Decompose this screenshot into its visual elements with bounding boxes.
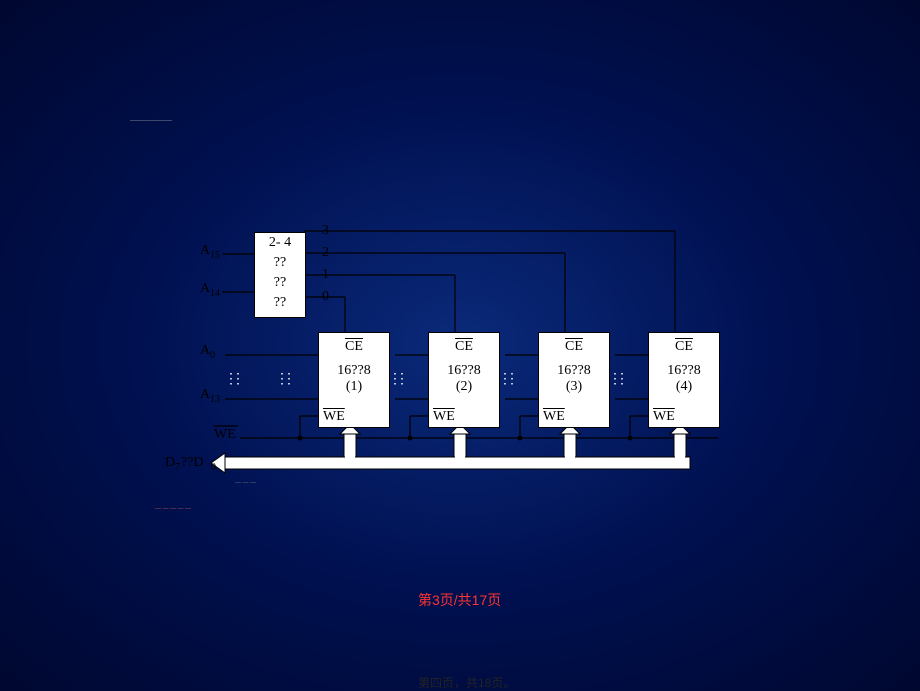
svg-text:⋮: ⋮ bbox=[505, 372, 519, 387]
memory-chip-2: CE16??8(2)WE bbox=[428, 332, 500, 428]
svg-text:D: D bbox=[165, 455, 175, 470]
decoder-box: 2- 4 ?? ?? ?? bbox=[254, 232, 306, 318]
memory-chip-4: CE16??8(4)WE bbox=[648, 332, 720, 428]
svg-text:0: 0 bbox=[210, 350, 215, 361]
svg-text:0: 0 bbox=[211, 462, 216, 473]
page-indicator-2: 第四页，共18页。 bbox=[418, 674, 515, 691]
svg-text:⋮: ⋮ bbox=[231, 372, 245, 387]
memory-chip-1: CE16??8(1)WE bbox=[318, 332, 390, 428]
memory-chip-3: CE16??8(3)WE bbox=[538, 332, 610, 428]
page-indicator-1: 第3页/共17页 bbox=[418, 590, 501, 610]
decoder-line-1: ?? bbox=[255, 253, 305, 273]
svg-text:15: 15 bbox=[210, 250, 220, 261]
decoration-1: ——————— bbox=[130, 118, 172, 124]
decoration-2: — — — — — bbox=[155, 506, 191, 512]
svg-text:14: 14 bbox=[210, 288, 220, 299]
decoration-3: — — — bbox=[235, 480, 256, 486]
decoder-line-0: 2- 4 bbox=[255, 233, 305, 253]
svg-text:⋮: ⋮ bbox=[395, 372, 409, 387]
decoder-line-2: ?? bbox=[255, 273, 305, 293]
svg-text:WE: WE bbox=[214, 427, 236, 442]
svg-text:13: 13 bbox=[210, 394, 220, 405]
svg-text:7: 7 bbox=[175, 462, 180, 473]
svg-text:⋮: ⋮ bbox=[615, 372, 629, 387]
svg-text:⋮: ⋮ bbox=[282, 372, 296, 387]
decoder-line-3: ?? bbox=[255, 293, 305, 313]
svg-text:??D: ??D bbox=[181, 455, 204, 470]
